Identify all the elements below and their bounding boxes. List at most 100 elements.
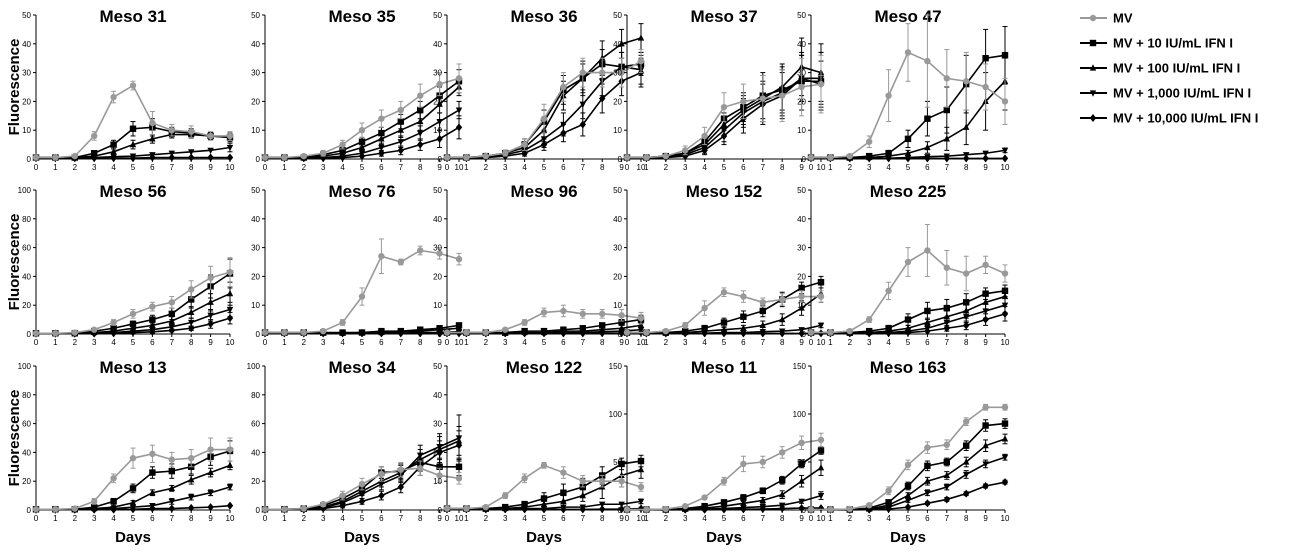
x-tick-label: 2 [73,514,78,523]
panel-meso-31: 0 10 20 30 40 50 0 1 2 3 4 5 6 7 8 9 10 Meso 31 Fluorescen… [6,7,235,172]
x-tick-label: 0 [625,514,630,523]
series-0 [623,287,825,336]
data-point [417,106,424,114]
data-point [1001,309,1009,318]
data-point [637,321,645,328]
y-tick-label: 50 [433,186,442,195]
data-point [982,404,989,411]
data-point [982,290,989,297]
y-tick-label: 80 [22,215,31,224]
y-tick-label: 40 [433,40,442,49]
x-tick-label: 9 [619,338,624,347]
data-point [320,501,327,508]
panel-title: Meso 152 [686,182,763,201]
data-point [1001,420,1009,427]
data-point [924,444,931,451]
data-point [817,436,825,444]
data-point [662,327,669,335]
data-point [720,289,728,296]
x-tick-label: 5 [542,163,547,172]
x-tick-label: 9 [799,338,804,347]
data-point [168,498,175,506]
data-point [817,80,825,88]
x-tick-label: 9 [799,163,804,172]
panel-title: Meso 13 [99,358,166,377]
series-3 [261,414,463,514]
y-tick-label: 30 [433,69,442,78]
x-tick-label: 5 [542,338,547,347]
data-point [885,287,892,294]
x-tick-label: 4 [340,514,345,523]
x-tick-label: 4 [702,514,707,523]
x-tick-label: 1 [644,163,649,172]
x-tick-label: 9 [208,338,213,347]
data-point [740,293,747,300]
data-point [521,141,528,148]
data-point [637,498,645,506]
data-point [339,319,346,326]
y-tick-label: 10 [251,126,260,135]
data-point [701,494,708,501]
x-tick-label: 6 [379,514,384,523]
data-point [129,82,137,89]
data-point [378,327,385,335]
data-point [560,489,567,496]
legend-label: MV + 10,000 IU/mL IFN I [1113,111,1258,126]
data-point [618,319,625,326]
x-tick-label: 2 [848,514,853,523]
x-tick-label: 8 [964,514,969,523]
x-tick-label: 10 [226,514,235,523]
y-tick-label: 50 [613,186,622,195]
y-tick-label: 40 [22,448,31,457]
x-tick-label: 8 [964,338,969,347]
data-point [129,504,137,511]
data-point [885,150,892,157]
data-point [740,494,747,501]
data-point [759,504,766,511]
data-point [207,153,214,162]
x-tick-label: 8 [600,514,605,523]
panel-title: Meso 47 [874,7,941,26]
data-point [982,315,989,324]
x-tick-label: 8 [418,514,423,523]
data-point [455,107,463,114]
data-point [261,154,269,161]
y-tick-label: 0 [438,155,443,164]
data-point [397,482,404,491]
legend-marker [1089,14,1097,22]
panel-meso-163: 0 50 100 150 0 1 2 3 4 5 6 7 8 9 10 Meso 163 Days [793,358,1010,546]
data-point [943,153,950,160]
y-tick-label: 10 [433,477,442,486]
data-point [560,469,567,476]
data-point [91,326,98,333]
legend: MV MV + 10 IU/mL IFN I MV + 100 IU/mL IFN … [1080,11,1258,126]
data-point [455,123,463,132]
data-point [637,34,645,41]
x-tick-label: 7 [170,514,175,523]
data-point [188,475,195,483]
x-tick-label: 6 [741,338,746,347]
data-point [798,293,805,300]
data-point [226,501,234,510]
y-tick-label: 50 [433,11,442,20]
data-point [482,329,489,336]
x-tick-label: 0 [34,514,39,523]
x-tick-label: 9 [437,338,442,347]
data-point [226,314,234,323]
series-0 [807,403,1009,513]
y-tick-label: 20 [433,272,442,281]
y-tick-label: 10 [22,126,31,135]
x-tick-label: 6 [925,163,930,172]
data-point [924,490,931,497]
y-axis-label: Fluorescence [6,39,23,136]
data-point [637,465,645,473]
x-tick-label: 0 [809,163,814,172]
data-point [1001,98,1009,105]
y-tick-label: 50 [22,11,31,20]
x-tick-label: 10 [455,514,464,523]
x-tick-label: 7 [581,338,586,347]
y-tick-label: 50 [251,11,260,20]
data-point [599,505,606,514]
